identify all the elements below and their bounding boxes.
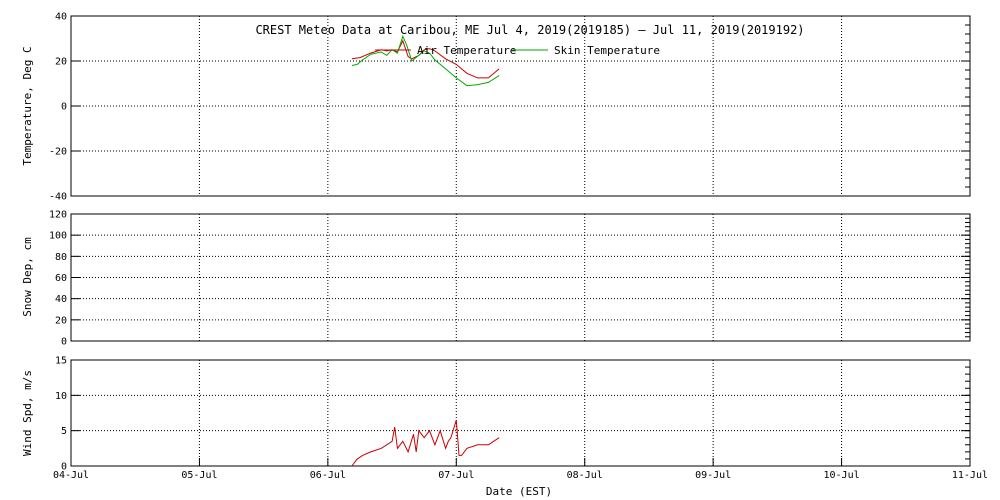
y-axis-title: Wind Spd, m/s [21,370,34,456]
y-tick-label: 20 [55,57,67,68]
panel-frame [70,213,971,342]
chart-title: CREST Meteo Data at Caribou, ME Jul 4, 2… [255,23,804,37]
x-tick-label: 11-Jul [952,470,988,481]
x-tick-label: 06-Jul [310,470,346,481]
series-line [351,34,500,87]
panel-frame [70,15,971,197]
legend-label: Skin Temperature [554,44,660,57]
y-tick-label: 60 [55,273,67,284]
panel-wind-speed: 0 5 10 15 Wind Spd, m/s [21,356,971,473]
x-tick-label: 09-Jul [695,470,731,481]
y-tick-label: 0 [61,337,67,348]
y-tick-label: -20 [49,147,67,158]
legend-label: Air Temperature [417,44,516,57]
x-tick-label: 08-Jul [567,470,603,481]
y-axis-title: Temperature, Deg C [21,46,34,165]
y-tick-label: 15 [55,356,67,367]
y-tick-label: 120 [49,210,67,221]
panel-snow-depth: 0 20 40 60 80 100 120 Snow Dep, cm [21,210,971,348]
y-tick-label: 10 [55,391,67,402]
panel-frame [70,359,971,467]
y-tick-label: 0 [61,102,67,113]
y-tick-label: -40 [49,192,67,203]
y-tick-label: 5 [61,426,67,437]
y-tick-label: 40 [55,12,67,23]
x-tick-label: 07-Jul [438,470,474,481]
panel-temperature: -40 -20 0 20 40 Temperature, Deg C [21,12,971,203]
series-line [351,419,500,467]
y-tick-label: 0 [61,462,67,473]
y-tick-label: 20 [55,315,67,326]
y-tick-label: 100 [49,231,67,242]
x-tick-label: 04-Jul [53,470,89,481]
y-tick-label: 40 [55,294,67,305]
x-axis: 04-Jul 05-Jul 06-Jul 07-Jul 08-Jul 09-Jul 10-J… [53,458,988,481]
legend: Air Temperature Skin Temperature [375,44,660,57]
x-tick-label: 05-Jul [181,470,217,481]
x-axis-title: Date (EST) [486,485,552,498]
y-axis-title: Snow Dep, cm [21,237,34,317]
y-tick-label: 80 [55,252,67,263]
x-tick-label: 10-Jul [824,470,860,481]
